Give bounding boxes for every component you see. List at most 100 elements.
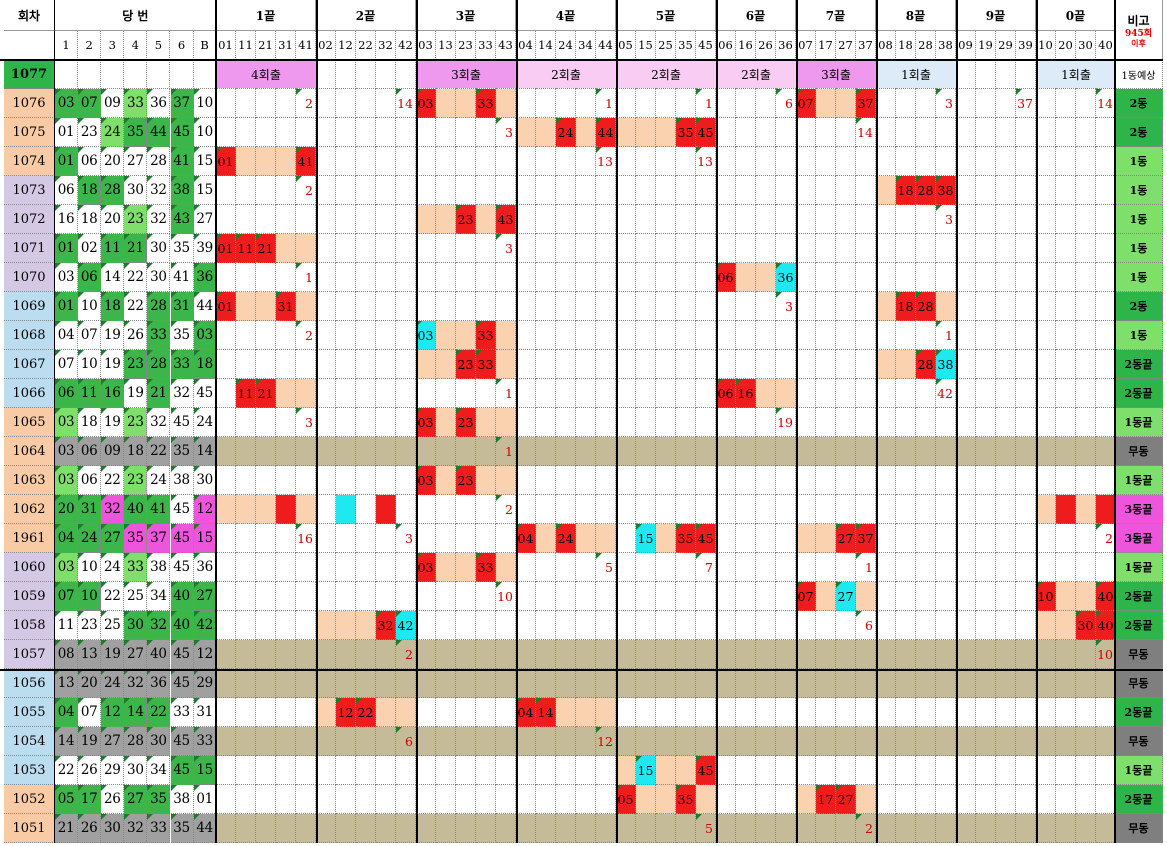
grid-cell [756, 698, 776, 727]
grid-cell [1036, 263, 1056, 292]
header-position-3: 3 [101, 31, 125, 60]
grid-cell [1096, 379, 1116, 408]
grid-cell [596, 524, 616, 553]
grid-cell [776, 553, 796, 582]
grid-cell [1016, 640, 1036, 669]
grid-cell [1016, 582, 1036, 611]
winning-number: 36 [193, 263, 217, 292]
grid-cell [996, 321, 1016, 350]
grid-cell [656, 118, 676, 147]
grid-cell [376, 727, 396, 756]
winning-number: 37 [147, 524, 171, 553]
grid-cell [896, 611, 916, 640]
gap-count: 14 [856, 118, 876, 147]
grid-cell [876, 321, 896, 350]
grid-cell [676, 611, 696, 640]
grid-cell [896, 321, 916, 350]
grid-cell [776, 785, 796, 814]
grid-cell [476, 292, 496, 321]
winning-number: 18 [193, 350, 217, 379]
winning-number: 32 [101, 495, 125, 524]
grid-cell [736, 640, 756, 669]
drawn-number: 14 [536, 698, 556, 727]
header-position-4: 4 [124, 31, 148, 60]
grid-cell [756, 89, 776, 118]
grid-cell [476, 640, 496, 669]
grid-cell [836, 292, 856, 321]
grid-cell [916, 89, 936, 118]
grid-cell [696, 379, 716, 408]
grid-cell [216, 437, 236, 466]
gap-count: 2 [296, 321, 316, 350]
grid-cell [496, 176, 516, 205]
grid-cell [436, 234, 456, 263]
grid-cell [796, 814, 816, 843]
grid-cell [536, 814, 556, 843]
header-position-5: 5 [147, 31, 171, 60]
grid-cell [276, 466, 296, 495]
grid-cell [536, 669, 556, 698]
grid-cell [836, 611, 856, 640]
grid-cell [996, 466, 1016, 495]
grid-cell [796, 321, 816, 350]
grid-cell [876, 350, 896, 379]
grid-cell [436, 118, 456, 147]
grid-cell [696, 582, 716, 611]
remark-cell: 무동 [1115, 814, 1163, 843]
grid-cell [536, 205, 556, 234]
grid-cell [856, 669, 876, 698]
grid-cell [836, 379, 856, 408]
winning-number: 15 [193, 756, 217, 785]
grid-cell [1016, 147, 1036, 176]
grid-cell [576, 408, 596, 437]
grid-cell [916, 205, 936, 234]
grid-cell [676, 466, 696, 495]
grid-cell [856, 582, 876, 611]
group-separator [316, 0, 318, 843]
grid-cell [636, 727, 656, 756]
grid-cell [656, 814, 676, 843]
grid-cell [596, 785, 616, 814]
grid-cell [1096, 814, 1116, 843]
header-number-19: 19 [976, 31, 996, 60]
grid-cell [1016, 669, 1036, 698]
grid-cell [676, 582, 696, 611]
grid-cell [796, 495, 816, 524]
round-1051: 1051 [4, 814, 55, 843]
grid-cell [936, 437, 956, 466]
grid-cell [316, 466, 336, 495]
winning-number: 30 [101, 814, 125, 843]
grid-cell [436, 785, 456, 814]
grid-cell [416, 176, 436, 205]
group-separator [876, 0, 878, 843]
grid-cell [876, 263, 896, 292]
grid-cell [1076, 205, 1096, 234]
header-group-2: 2끝 [316, 0, 416, 31]
grid-cell [456, 379, 476, 408]
header-number-17: 17 [816, 31, 836, 60]
grid-cell [316, 756, 336, 785]
grid-cell [416, 727, 436, 756]
winning-number: 35 [124, 524, 148, 553]
drawn-number: 06 [716, 379, 736, 408]
grid-cell [916, 437, 936, 466]
prediction-banner: 2회출 [516, 60, 616, 88]
grid-cell [1036, 147, 1056, 176]
grid-cell [656, 176, 676, 205]
grid-cell [216, 176, 236, 205]
winning-number: 36 [147, 669, 171, 698]
grid-cell [936, 118, 956, 147]
grid-cell [896, 756, 916, 785]
grid-cell [596, 669, 616, 698]
grid-cell [536, 727, 556, 756]
winning-number: 22 [124, 292, 148, 321]
grid-cell [816, 205, 836, 234]
grid-cell [576, 350, 596, 379]
round-1074: 1074 [4, 147, 55, 176]
winning-number: 39 [193, 234, 217, 263]
grid-cell [696, 437, 716, 466]
winning-number: 21 [55, 814, 79, 843]
grid-cell [1096, 553, 1116, 582]
drawn-number: 35 [676, 785, 696, 814]
remark-cell: 3동끝 [1115, 524, 1163, 553]
